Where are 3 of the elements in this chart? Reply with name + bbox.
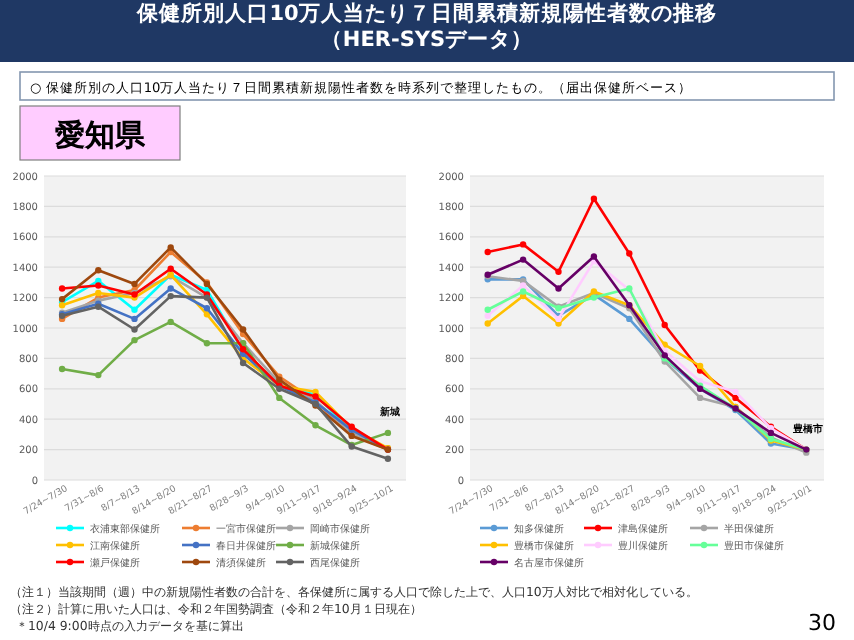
chart-title: 保健所別人口10万人当たり７日間累積新規陽性者数の推移（HER-SYSデータ） bbox=[134, 2, 719, 54]
text: 愛知県 bbox=[55, 117, 147, 153]
text: 30 bbox=[808, 610, 836, 636]
